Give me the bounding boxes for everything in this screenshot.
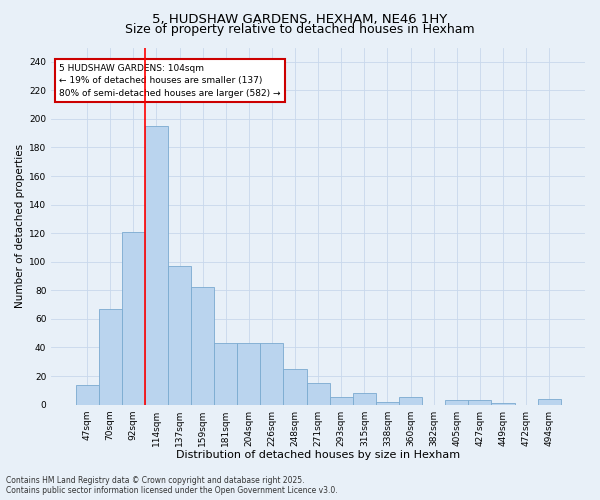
Text: Contains HM Land Registry data © Crown copyright and database right 2025.
Contai: Contains HM Land Registry data © Crown c… xyxy=(6,476,338,495)
Bar xyxy=(445,400,469,404)
Bar xyxy=(538,399,561,404)
Y-axis label: Number of detached properties: Number of detached properties xyxy=(15,144,25,308)
Bar xyxy=(307,383,329,404)
Bar xyxy=(491,403,515,404)
Bar xyxy=(283,369,307,404)
Text: 5 HUDSHAW GARDENS: 104sqm
← 19% of detached houses are smaller (137)
80% of semi: 5 HUDSHAW GARDENS: 104sqm ← 19% of detac… xyxy=(59,64,281,98)
Bar xyxy=(329,398,353,404)
Bar xyxy=(469,400,491,404)
Bar xyxy=(260,343,283,404)
Bar xyxy=(399,398,422,404)
Bar xyxy=(376,402,399,404)
Bar xyxy=(122,232,145,404)
Bar xyxy=(214,343,237,404)
Bar xyxy=(353,393,376,404)
Bar xyxy=(237,343,260,404)
Bar xyxy=(98,309,122,404)
X-axis label: Distribution of detached houses by size in Hexham: Distribution of detached houses by size … xyxy=(176,450,460,460)
Text: 5, HUDSHAW GARDENS, HEXHAM, NE46 1HY: 5, HUDSHAW GARDENS, HEXHAM, NE46 1HY xyxy=(152,12,448,26)
Bar xyxy=(168,266,191,404)
Bar xyxy=(145,126,168,404)
Bar xyxy=(191,288,214,405)
Text: Size of property relative to detached houses in Hexham: Size of property relative to detached ho… xyxy=(125,22,475,36)
Bar xyxy=(76,384,98,404)
